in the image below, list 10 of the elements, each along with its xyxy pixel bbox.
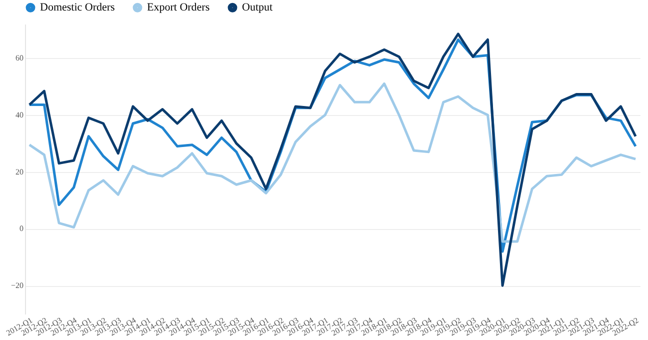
legend-label: Output (242, 2, 273, 14)
line-series (28, 82, 637, 243)
legend-label: Domestic Orders (40, 2, 115, 14)
line-series (28, 32, 637, 287)
legend-label: Export Orders (147, 2, 210, 14)
y-tick-label: 60 (16, 54, 24, 63)
y-tick-label: 20 (16, 167, 24, 176)
y-tick-label: 40 (16, 110, 24, 120)
y-tick-label: −20 (10, 281, 24, 290)
y-tick-label: 0 (20, 224, 24, 234)
